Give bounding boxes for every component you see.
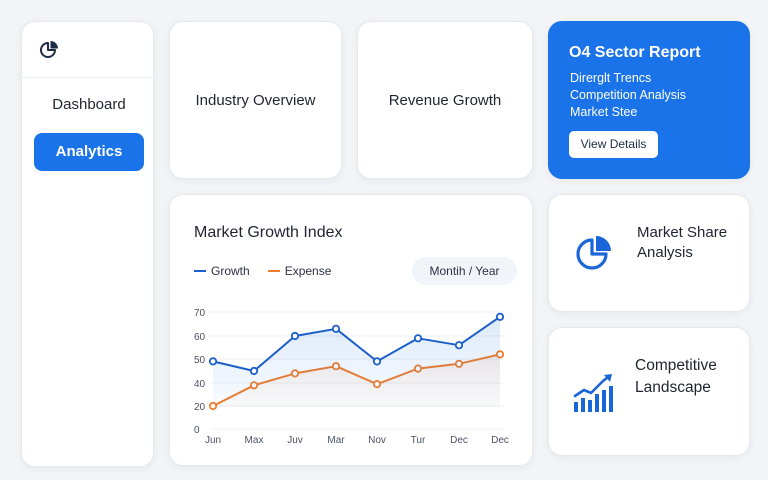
x-tick-label: Jun	[205, 435, 221, 446]
data-point-growth	[290, 331, 300, 341]
sector-report-item: Direrglt Trencs	[570, 71, 652, 85]
data-point-growth	[208, 357, 218, 366]
legend-swatch-expense	[267, 270, 280, 272]
x-tick-label: Dec	[491, 435, 509, 446]
competitive-landscape-card[interactable]: Competitive Landscape	[548, 327, 750, 456]
legend-entry-growth[interactable]: Growth	[194, 264, 250, 278]
y-tick-label: 0	[194, 425, 200, 436]
data-point-growth	[249, 366, 259, 376]
pie-chart-icon[interactable]	[38, 39, 60, 61]
x-tick-label: Mar	[327, 435, 345, 446]
bar-chart-trend-icon	[573, 374, 613, 412]
legend-label-expense: Expense	[284, 264, 332, 278]
legend-swatch-growth	[194, 270, 206, 272]
y-tick-label: 70	[194, 308, 206, 319]
data-point-growth	[331, 324, 341, 333]
data-point-growth	[372, 357, 382, 366]
market-share-card[interactable]: Market Share Analysis	[548, 194, 750, 312]
series-line-growth	[212, 315, 501, 372]
pie-chart-icon	[576, 236, 611, 270]
data-point-growth	[413, 334, 423, 343]
y-tick-label: 60	[194, 332, 206, 343]
sector-report-item: Competition Analysis	[570, 88, 687, 102]
sector-report-title: O4 Sector Report	[569, 44, 701, 61]
chart-title: Market Growth Index	[194, 224, 343, 241]
data-point-growth	[495, 312, 505, 321]
legend-label-growth: Growth	[211, 264, 250, 278]
competitive-landscape-label: Competitive Landscape	[635, 357, 717, 396]
x-tick-label: Dec	[450, 435, 468, 446]
series-area-growth	[213, 316, 500, 407]
y-tick-label: 50	[194, 355, 206, 366]
sidebar-divider	[22, 77, 153, 78]
sector-report-list: Direrglt Trencs Competition Analysis Mar…	[570, 70, 686, 121]
industry-overview-label: Industry Overview	[195, 91, 316, 109]
revenue-growth-card[interactable]: Revenue Growth	[357, 21, 533, 179]
market-share-label: Market Share Analysis	[637, 224, 728, 261]
legend-entry-expense[interactable]: Expense	[267, 264, 332, 278]
industry-overview-card[interactable]: Industry Overview	[169, 21, 342, 179]
sidebar-item-analytics[interactable]: Analytics	[34, 133, 144, 171]
x-tick-label: Max	[245, 435, 264, 446]
chart-legend: Growth Expense	[194, 264, 331, 278]
view-details-button[interactable]: View Details	[569, 131, 658, 158]
y-tick-label: 40	[194, 379, 206, 390]
revenue-growth-label: Revenue Growth	[388, 91, 502, 109]
x-tick-label: Tur	[411, 435, 426, 446]
period-toggle[interactable]: Montih / Year	[412, 257, 517, 285]
y-tick-label: 20	[194, 402, 206, 413]
sidebar-item-dashboard[interactable]: Dashboard	[52, 96, 126, 113]
line-chart: 0 20 40 50 60 70 Jun Max Juv Mar Nov Tur Dec Dec	[194, 308, 509, 446]
x-tick-label: Juv	[287, 435, 303, 446]
sector-report-item: Market Stee	[570, 105, 638, 119]
x-tick-label: Nov	[368, 435, 386, 446]
sidebar: Dashboard Analytics	[21, 21, 154, 467]
data-point-growth	[454, 341, 464, 350]
market-growth-card: Market Growth Index Growth Expense Monti…	[169, 194, 533, 466]
sector-report-card: O4 Sector Report Direrglt Trencs Competi…	[548, 21, 750, 179]
